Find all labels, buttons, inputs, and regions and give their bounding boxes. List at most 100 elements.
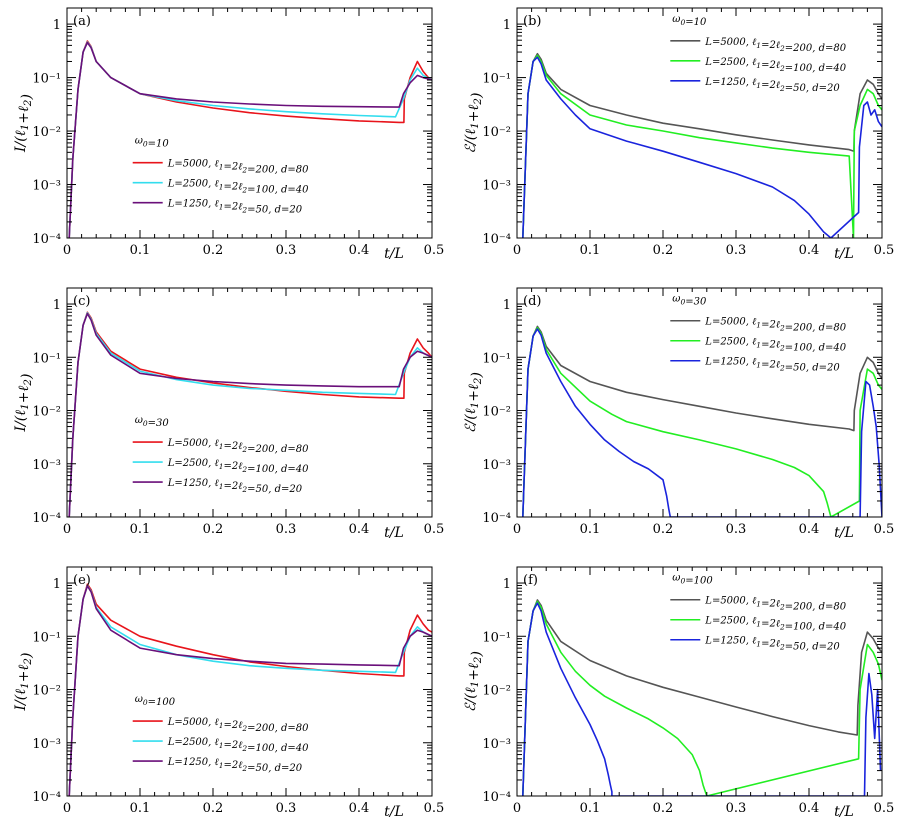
x-tick-label: 0.4 <box>799 801 820 816</box>
x-tick-label: 0.5 <box>874 243 895 258</box>
series-line-3 <box>68 585 432 796</box>
x-tick-label: 0.1 <box>580 522 601 537</box>
y-axis-label: I/(ℓ1+ℓ2) <box>13 94 35 153</box>
series-line-2 <box>522 600 882 796</box>
x-tick-label: 0.5 <box>424 522 445 537</box>
y-tick-label: 10⁻² <box>32 125 61 140</box>
omega-label: ω0=10 <box>672 14 707 28</box>
panel-label: (a) <box>73 14 91 29</box>
x-tick-label: 0.4 <box>349 801 370 816</box>
legend-entry: L=1250, ℓ1=2ℓ2=50, d=20 <box>704 636 840 653</box>
y-tick-label: 10⁻¹ <box>32 351 61 366</box>
series-line-3 <box>522 328 882 517</box>
series-line-1 <box>522 325 882 517</box>
plot-frame <box>66 7 433 239</box>
legend-entry: L=5000, ℓ1=2ℓ2=200, d=80 <box>167 717 309 734</box>
x-tick-label: 0.4 <box>799 243 820 258</box>
x-tick-label: 0 <box>63 801 71 816</box>
x-tick-label: 0.5 <box>874 522 895 537</box>
plot-frame <box>516 566 883 797</box>
x-axis-label: t/L <box>834 525 854 541</box>
y-tick-label: 10⁻² <box>32 405 61 420</box>
y-tick-label: 10⁻⁴ <box>32 790 61 805</box>
x-axis-label: t/L <box>384 246 404 262</box>
panel-b: 0 0.1 0.2 0.3 0.4 0.5 10⁻⁴ 10⁻³ 10⁻² 10⁻¹ 1 ℰ/(ℓ1+ℓ… <box>463 7 895 262</box>
y-tick-label: 1 <box>503 577 511 592</box>
series-line-1 <box>522 52 882 238</box>
omega-label: ω0=30 <box>135 415 170 429</box>
y-axis-label: ℰ/(ℓ1+ℓ2) <box>463 651 485 712</box>
x-tick-label: 0.4 <box>799 522 820 537</box>
panel-label: (b) <box>523 14 541 29</box>
x-tick-label: 0.2 <box>203 801 224 816</box>
y-tick-label: 10⁻³ <box>482 458 511 473</box>
panel-label: (c) <box>73 294 90 309</box>
y-tick-label: 10⁻⁴ <box>482 232 511 247</box>
y-tick-label: 10⁻⁴ <box>32 232 61 247</box>
series-line-3 <box>522 602 882 796</box>
x-tick-label: 0.4 <box>349 243 370 258</box>
x-tick-label: 0.2 <box>203 522 224 537</box>
y-tick-label: 10⁻⁴ <box>482 790 511 805</box>
legend-entry: L=1250, ℓ1=2ℓ2=50, d=20 <box>704 357 840 374</box>
y-tick-label: 10⁻³ <box>32 179 61 194</box>
x-tick-label: 0.2 <box>653 243 674 258</box>
legend-entry: L=5000, ℓ1=2ℓ2=200, d=80 <box>704 596 846 613</box>
x-tick-label: 0.3 <box>276 243 297 258</box>
y-tick-label: 10⁻⁴ <box>32 511 61 526</box>
legend-entry: L=1250, ℓ1=2ℓ2=50, d=20 <box>704 77 840 94</box>
legend-entry: L=2500, ℓ1=2ℓ2=100, d=40 <box>704 57 846 74</box>
y-tick-label: 1 <box>53 298 61 313</box>
x-tick-label: 0.5 <box>874 801 895 816</box>
x-tick-label: 0.3 <box>726 801 747 816</box>
y-tick-label: 1 <box>53 577 61 592</box>
plot-frame <box>516 287 883 518</box>
y-tick-label: 10⁻¹ <box>32 630 61 645</box>
y-tick-label: 10⁻² <box>482 405 511 420</box>
y-tick-label: 10⁻¹ <box>482 351 511 366</box>
series-line-3 <box>68 312 432 517</box>
y-tick-label: 10⁻² <box>32 684 61 699</box>
legend-entry: L=2500, ℓ1=2ℓ2=100, d=40 <box>704 337 846 354</box>
series-line-3 <box>68 41 432 238</box>
legend-entry: L=2500, ℓ1=2ℓ2=100, d=40 <box>704 616 846 633</box>
x-tick-label: 0.3 <box>276 801 297 816</box>
x-tick-label: 0.3 <box>726 522 747 537</box>
legend-entry: L=2500, ℓ1=2ℓ2=100, d=40 <box>167 737 309 754</box>
x-tick-label: 0.2 <box>653 801 674 816</box>
legend-entry: L=5000, ℓ1=2ℓ2=200, d=80 <box>704 317 846 334</box>
y-tick-label: 10⁻³ <box>32 458 61 473</box>
x-tick-label: 0.3 <box>726 243 747 258</box>
panel-label: (f) <box>523 573 538 588</box>
panel-label: (d) <box>523 294 541 309</box>
x-tick-label: 0.2 <box>203 243 224 258</box>
panel-e: 0 0.1 0.2 0.3 0.4 0.5 10⁻⁴ 10⁻³ 10⁻² 10⁻¹ 1 I/(ℓ1+ℓ… <box>13 566 444 820</box>
y-tick-label: 1 <box>53 18 61 33</box>
y-tick-label: 10⁻³ <box>482 737 511 752</box>
x-tick-label: 0.4 <box>349 522 370 537</box>
legend-entry: L=1250, ℓ1=2ℓ2=50, d=20 <box>167 757 303 774</box>
y-tick-label: 10⁻¹ <box>32 72 61 87</box>
plot-frame <box>516 7 883 239</box>
x-tick-label: 0 <box>63 243 71 258</box>
legend-entry: L=2500, ℓ1=2ℓ2=100, d=40 <box>167 179 309 196</box>
panel-a: 0 0.1 0.2 0.3 0.4 0.5 10⁻⁴ 10⁻³ 10⁻² 10⁻¹ 1 I/(ℓ1+ℓ… <box>13 7 445 262</box>
y-axis-label: I/(ℓ1+ℓ2) <box>13 653 35 712</box>
y-axis-label: ℰ/(ℓ1+ℓ2) <box>463 372 485 433</box>
y-axis-label: I/(ℓ1+ℓ2) <box>13 374 35 433</box>
x-tick-label: 0 <box>513 243 521 258</box>
series-line-3 <box>522 56 882 238</box>
x-axis-label: t/L <box>834 804 854 820</box>
omega-label: ω0=30 <box>672 294 707 308</box>
y-tick-label: 10⁻² <box>482 684 511 699</box>
legend-entry: L=5000, ℓ1=2ℓ2=200, d=80 <box>704 37 846 54</box>
omega-label: ω0=100 <box>672 573 713 587</box>
y-tick-label: 1 <box>503 18 511 33</box>
legend-entry: L=2500, ℓ1=2ℓ2=100, d=40 <box>167 458 309 475</box>
y-tick-label: 10⁻³ <box>482 179 511 194</box>
y-tick-label: 10⁻⁴ <box>482 511 511 526</box>
x-axis-label: t/L <box>834 246 854 262</box>
x-tick-label: 0.5 <box>424 243 445 258</box>
plot-frame <box>66 287 433 518</box>
x-tick-label: 0.3 <box>276 522 297 537</box>
